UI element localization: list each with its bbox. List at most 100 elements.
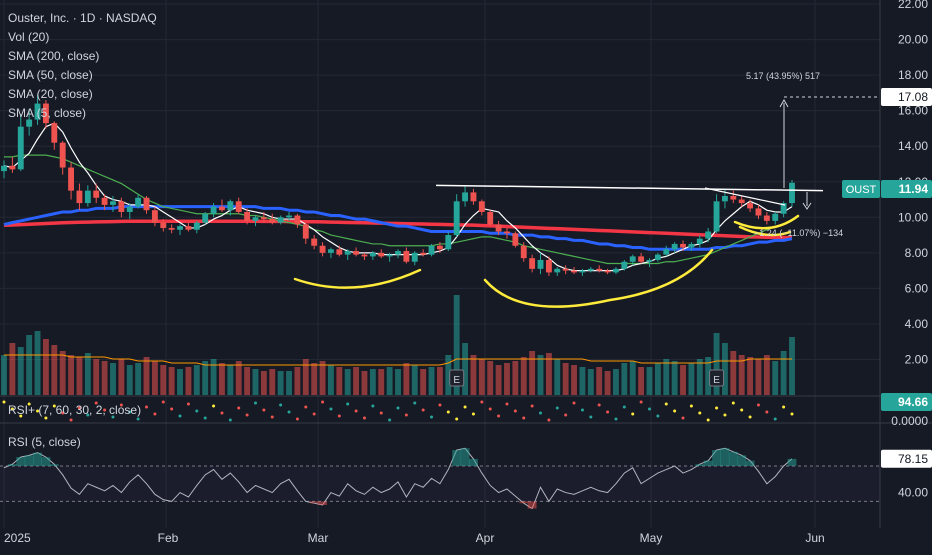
rsi-plus-dot — [656, 414, 660, 418]
rsi-plus-dot — [530, 404, 534, 408]
candle-body — [445, 235, 452, 250]
candle-body — [470, 192, 477, 202]
rsi-plus-dot — [321, 400, 325, 404]
chart-title: Ouster, Inc. · 1D · NASDAQ — [8, 11, 157, 25]
indicator-label[interactable]: SMA (5, close) — [8, 106, 86, 120]
text-labels: Ouster, Inc. · 1D · NASDAQ Vol (20) SMA … — [8, 11, 843, 449]
price-tick-label: 20.00 — [898, 33, 928, 47]
price-tick-label: 6.00 — [905, 281, 929, 295]
candle-body — [76, 190, 83, 204]
price-tick-label: 16.00 — [898, 104, 928, 118]
candle-body — [244, 211, 251, 221]
candle-body — [696, 238, 703, 244]
candle-body — [411, 252, 418, 262]
candle-body — [294, 215, 301, 225]
rsi-plus-dot — [103, 408, 107, 412]
indicator-label[interactable]: SMA (20, close) — [8, 87, 93, 101]
candle-body — [302, 224, 309, 239]
volume-bar — [185, 367, 192, 395]
volume-bar — [42, 339, 49, 395]
candle-body — [420, 252, 427, 255]
volume-bar — [688, 363, 695, 395]
volume-bar — [411, 365, 418, 395]
rsi-plus-label[interactable]: RSI+ (7, 60, 30, 2, close) — [8, 403, 141, 417]
candle-body — [395, 251, 401, 255]
candle-body — [562, 268, 569, 271]
time-tick-label: Jun — [805, 531, 824, 545]
candle-body — [495, 224, 502, 232]
volume-bar — [395, 369, 401, 395]
candle-body — [168, 227, 175, 230]
volume-bar — [34, 331, 41, 395]
volume-bar — [168, 367, 175, 395]
volume-bar — [403, 363, 410, 395]
rsi-plus-dot — [212, 404, 216, 408]
rsi-plus-dot — [337, 414, 341, 418]
last-price-badge: 11.94 — [899, 182, 929, 196]
indicator-label[interactable]: Vol (20) — [8, 30, 49, 44]
volume-bar — [730, 351, 737, 395]
volume-bar — [135, 363, 142, 395]
candle-body — [386, 254, 393, 257]
resistance-line — [435, 184, 824, 192]
candle-body — [9, 165, 16, 170]
volume-bar — [219, 363, 225, 395]
volume-bar — [151, 361, 158, 395]
volume-bar — [126, 365, 133, 395]
rsi-plus-tick-label: 0.0000 — [891, 414, 928, 428]
volume-bar — [445, 355, 452, 395]
price-tick-label: 18.00 — [898, 68, 928, 82]
candle-body — [646, 259, 653, 262]
volume-bars — [1, 295, 795, 395]
candle-body — [462, 192, 468, 202]
volume-bar — [260, 371, 267, 395]
rsi-plus-dot — [438, 403, 442, 407]
volume-bar — [26, 335, 33, 395]
candle-body — [671, 243, 678, 250]
trend-line — [704, 187, 786, 206]
candle-body — [789, 182, 795, 204]
indicator-label[interactable]: SMA (50, close) — [8, 68, 93, 82]
rsi-label[interactable]: RSI (5, close) — [8, 435, 81, 449]
candle-body — [269, 219, 276, 223]
volume-bar — [336, 367, 343, 395]
rsi-plus-dot — [77, 406, 81, 410]
volume-bar — [59, 351, 66, 395]
volume-bar — [545, 353, 552, 395]
time-tick-label: Feb — [158, 531, 179, 545]
volume-bar — [286, 371, 292, 395]
rsi-plus-dot — [178, 414, 182, 418]
rsi-plus-dot — [195, 409, 199, 413]
earnings-marker — [709, 369, 725, 387]
volume-bar — [520, 357, 527, 395]
rsi-plus-dot — [136, 417, 140, 421]
candle-body — [135, 197, 142, 207]
rsi-plus-dot — [295, 417, 299, 421]
volume-bar — [596, 367, 603, 395]
candles — [1, 94, 795, 276]
candle-body — [537, 259, 544, 269]
indicator-label[interactable]: SMA (200, close) — [8, 49, 99, 63]
rsi-plus-dot — [203, 416, 207, 420]
candle-body — [93, 190, 100, 198]
rsi-plus-dot — [170, 407, 174, 411]
rsi-plus-dot — [539, 411, 543, 415]
candle-body — [453, 201, 460, 236]
volume-bar — [118, 359, 125, 395]
rsi-plus-dot — [614, 417, 618, 421]
rsi-plus-dot — [430, 415, 434, 419]
volume-bar — [101, 361, 108, 395]
volume-bar — [789, 337, 795, 395]
candle-body — [545, 259, 552, 273]
candle-body — [504, 231, 510, 234]
time-axis: 2025 Feb Mar Apr May Jun — [4, 531, 825, 545]
volume-bar — [478, 359, 485, 395]
candle-body — [1, 165, 7, 172]
volume-bar — [51, 345, 58, 395]
rsi-plus-dot — [61, 411, 65, 415]
candle-body — [361, 254, 368, 257]
volume-ma-line — [4, 354, 792, 366]
candle-body — [755, 208, 762, 216]
volume-bar — [227, 365, 234, 395]
